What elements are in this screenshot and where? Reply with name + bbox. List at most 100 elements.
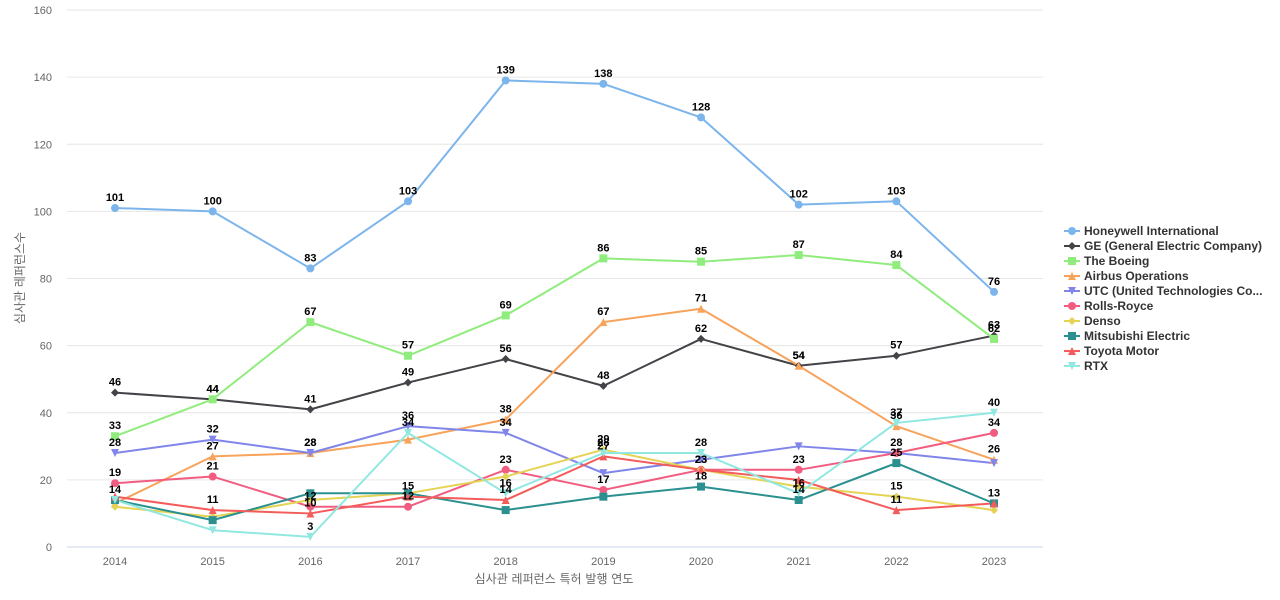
data-point [892,351,901,360]
data-label: 28 [597,437,609,449]
legend-marker [1068,347,1076,355]
x-tick-label: 2016 [298,556,322,568]
data-label: 40 [988,397,1000,409]
series-line [114,411,995,538]
legend-item[interactable]: Airbus Operations [1064,269,1189,283]
y-tick-label: 140 [34,72,52,84]
data-point [501,355,510,364]
data-label: 13 [988,487,1000,499]
series-line [114,431,995,508]
data-label: 62 [695,323,707,335]
y-tick-label: 20 [40,475,52,487]
y-tick-label: 160 [34,5,52,17]
data-point [111,449,119,458]
data-label: 69 [500,299,512,311]
data-label: 27 [597,440,609,452]
data-point [697,455,706,464]
data-point [697,257,706,266]
data-point [404,378,413,387]
legend-item[interactable]: Honeywell International [1064,224,1219,238]
data-point [599,449,608,458]
data-label: 29 [597,434,609,446]
data-point [306,509,315,518]
data-label: 34 [402,417,415,429]
legend-label: Toyota Motor [1084,344,1159,358]
data-point [990,334,999,343]
data-point [208,207,217,216]
data-point [697,113,706,122]
data-point [599,381,608,390]
data-label: 86 [597,242,609,254]
y-tick-label: 0 [46,542,52,554]
data-label: 85 [695,246,707,258]
series-line [114,462,995,522]
data-label: 26 [988,444,1000,456]
data-point [697,465,706,474]
legend-item[interactable]: UTC (United Technologies Co... [1064,284,1262,298]
data-point [501,472,510,481]
data-point [501,415,510,424]
grid-lines [67,9,1043,548]
data-label: 14 [109,484,122,496]
data-label: 14 [500,484,513,496]
data-label: 12 [402,491,414,503]
legend-item[interactable]: Mitsubishi Electric [1064,329,1190,343]
legend-marker [1068,332,1076,340]
data-point [794,251,803,260]
data-point [794,465,803,474]
data-point [111,496,119,505]
legend-item[interactable]: RTX [1064,359,1108,373]
data-point [599,79,608,88]
legend-marker [1068,362,1076,370]
data-point [599,254,608,263]
data-point [501,506,510,515]
data-label: 19 [109,467,121,479]
data-point [892,492,901,501]
legend-item[interactable]: Denso [1064,314,1121,328]
x-tick-label: 2014 [103,556,127,568]
data-label: 28 [890,437,902,449]
legend-marker [1068,302,1076,310]
data-label: 49 [402,367,414,379]
data-label: 67 [597,306,609,318]
legend-item[interactable]: Toyota Motor [1064,344,1159,358]
legend-item[interactable]: The Boeing [1064,254,1149,268]
x-tick-label: 2023 [982,556,1006,568]
data-label: 54 [793,350,806,362]
data-label: 11 [891,494,903,506]
data-label: 23 [695,454,707,466]
data-point [208,452,217,461]
data-label: 76 [988,276,1000,288]
data-point [599,492,608,501]
data-point [404,492,413,501]
data-point [990,428,999,437]
data-point [208,435,217,444]
data-point [501,428,510,437]
x-tick-label: 2019 [591,556,615,568]
data-point [599,318,608,327]
data-point [501,76,510,85]
data-point [306,449,315,458]
legend-item[interactable]: GE (General Electric Company) [1064,239,1262,253]
data-point [404,422,413,431]
data-label: 84 [890,249,903,261]
legend-label: GE (General Electric Company) [1084,239,1262,253]
data-label: 16 [500,477,512,489]
data-label: 83 [304,252,316,264]
legend-label: Honeywell International [1084,224,1219,238]
legend-item[interactable]: Rolls-Royce [1064,299,1154,313]
x-tick-label: 2021 [786,556,810,568]
data-point [501,311,510,320]
data-point [599,485,608,494]
data-point [306,532,315,541]
data-point [306,502,315,511]
data-label: 41 [304,393,316,405]
data-point [111,204,119,213]
y-tick-label: 80 [40,274,52,286]
y-tick-label: 120 [34,139,52,151]
series-line [114,334,995,411]
data-point [306,318,315,327]
data-point [794,200,803,209]
